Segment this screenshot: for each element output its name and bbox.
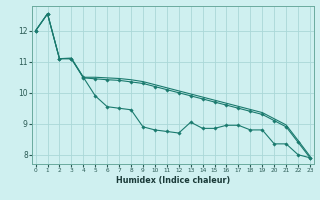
X-axis label: Humidex (Indice chaleur): Humidex (Indice chaleur) [116, 176, 230, 185]
